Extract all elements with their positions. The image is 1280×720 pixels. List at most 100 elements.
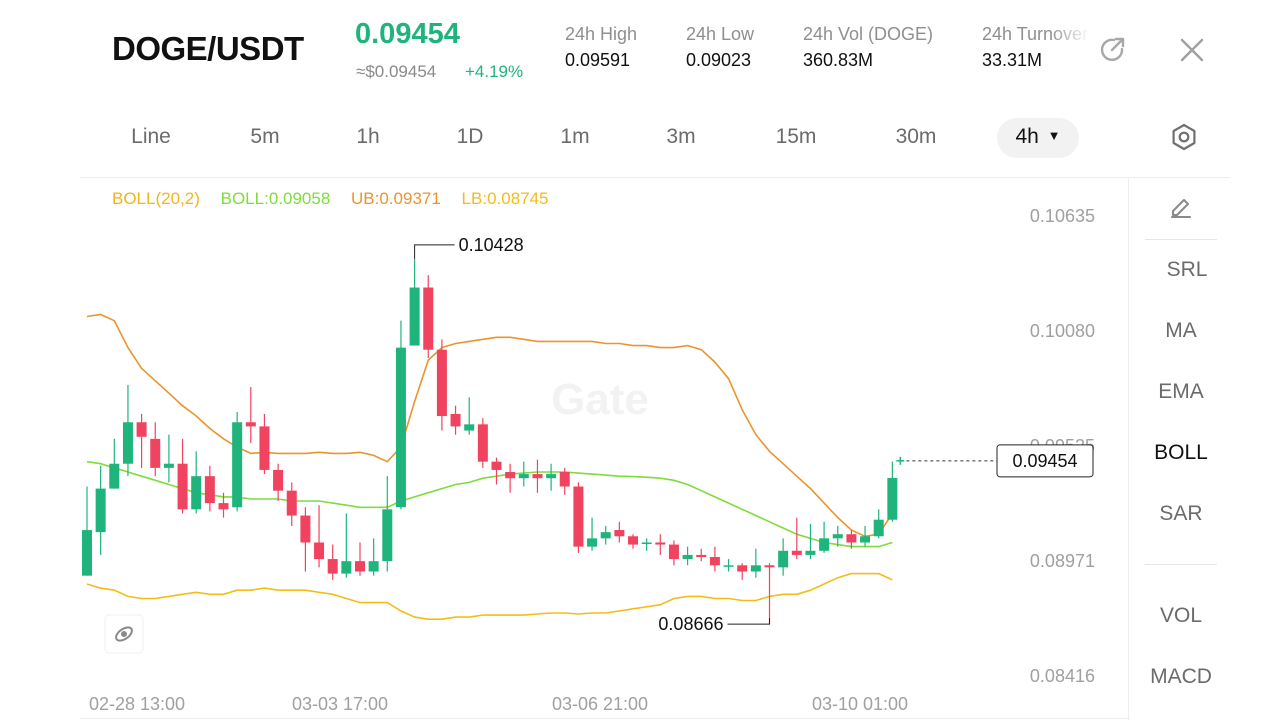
candle-body [505, 472, 516, 479]
side-divider [1145, 239, 1217, 240]
candle-body [204, 476, 215, 504]
indicator-boll[interactable]: BOLL [1129, 441, 1233, 465]
boll-params-label: BOLL(20,2) [112, 189, 200, 208]
tab-label: 15m [775, 125, 817, 148]
candle [628, 534, 638, 549]
candle [150, 422, 161, 477]
price-change-percent: +4.19% [465, 62, 524, 81]
candle-body [122, 422, 133, 464]
tab-30m[interactable]: 30m [874, 118, 958, 158]
indicator-vol[interactable]: VOL [1129, 604, 1233, 628]
tab-label: 30m [895, 125, 937, 148]
candle [382, 476, 393, 572]
candle-body [737, 565, 748, 572]
candle [245, 387, 256, 443]
candle [505, 463, 516, 493]
candle [109, 438, 120, 489]
x-tick-label: 03-03 17:00 [292, 694, 388, 714]
candle [846, 530, 857, 549]
chart-bottom-divider [80, 718, 1130, 719]
candle [641, 538, 652, 551]
tab-1d[interactable]: 1D [436, 118, 504, 158]
candle-body [95, 488, 106, 533]
indicator-macd[interactable]: MACD [1129, 665, 1233, 689]
indicator-ema[interactable]: EMA [1129, 380, 1233, 404]
pencil-icon[interactable] [1129, 194, 1233, 226]
candle [464, 397, 475, 435]
close-icon[interactable] [1177, 35, 1207, 65]
tab-1m[interactable]: 1m [540, 118, 610, 158]
tab-label: 1m [560, 125, 590, 148]
tab-line[interactable]: Line [112, 118, 190, 158]
candle-body [655, 542, 666, 545]
candle [682, 546, 693, 566]
candle-body [614, 530, 625, 537]
candle-body [218, 503, 229, 510]
candle [860, 525, 871, 547]
stat-24h-high: 24h High 0.09591 [565, 24, 637, 71]
candle [832, 525, 843, 547]
y-tick-label: 0.10080 [1030, 321, 1095, 341]
tab-label: Line [131, 125, 171, 148]
boll-lower-band [86, 572, 893, 621]
stat-label: 24h Low [686, 24, 755, 44]
candle-body [778, 550, 789, 568]
tab-1h[interactable]: 1h [336, 118, 400, 158]
candle [450, 405, 461, 435]
indicator-srl[interactable]: SRL [1135, 258, 1239, 282]
tab-label: 3m [666, 125, 696, 148]
stat-label: 24h Vol (DOGE) [803, 24, 934, 44]
tab-15m[interactable]: 15m [756, 118, 836, 158]
trading-pair-title: DOGE/USDT [112, 30, 304, 67]
tab-4h[interactable]: 4h ▼ [997, 118, 1079, 158]
tab-label: 1D [456, 125, 484, 148]
candle-body [532, 474, 543, 479]
indicator-side-panel: SRL MA EMA BOLL SAR VOL MACD [1128, 178, 1233, 720]
last-price-box [996, 444, 1094, 478]
candle [122, 384, 133, 477]
candle [163, 434, 174, 483]
indicator-sar[interactable]: SAR [1129, 502, 1233, 526]
candle [709, 546, 720, 572]
candle-body [573, 486, 584, 547]
close-icon-graphic [1180, 38, 1204, 62]
candle [355, 542, 365, 576]
candle [723, 559, 734, 572]
candle [423, 275, 434, 359]
candle-body [327, 559, 338, 574]
settings-hexagon-icon[interactable] [1168, 121, 1200, 153]
candle [737, 563, 748, 580]
candle [95, 465, 106, 555]
reset-view-button[interactable] [104, 614, 144, 654]
candle-body [750, 565, 761, 572]
y-tick-label: 0.10635 [1030, 206, 1095, 226]
candles [82, 258, 898, 625]
stat-value: 33.31M [982, 50, 1043, 70]
boll-lb-value: LB:0.08745 [461, 189, 549, 208]
reset-view-icon [115, 626, 133, 642]
candle [614, 521, 625, 543]
candle [327, 544, 338, 580]
chart-top-divider [80, 177, 1230, 178]
tab-label: 4h [1015, 125, 1039, 148]
tab-label: 5m [250, 125, 280, 148]
indicator-label: MACD [1150, 665, 1212, 688]
candlestick-chart[interactable]: Gate 0.106350.100800.095250.089710.08416… [80, 178, 1128, 718]
price-usd-approx: ≈$0.09454 [356, 62, 437, 81]
candle [532, 459, 543, 493]
share-icon[interactable] [1098, 35, 1128, 65]
tab-3m[interactable]: 3m [646, 118, 716, 158]
candle-body [873, 519, 884, 537]
tab-5m[interactable]: 5m [230, 118, 300, 158]
candle [477, 418, 488, 468]
candle-body [832, 534, 843, 539]
indicator-ma[interactable]: MA [1129, 319, 1233, 343]
candle-body [150, 438, 161, 468]
candle-body [846, 534, 857, 543]
candle [395, 320, 406, 510]
x-tick-label: 03-06 21:00 [552, 694, 648, 714]
candle [436, 339, 447, 431]
candle [204, 465, 215, 512]
candle-body [791, 550, 802, 555]
candle-body [423, 287, 434, 350]
